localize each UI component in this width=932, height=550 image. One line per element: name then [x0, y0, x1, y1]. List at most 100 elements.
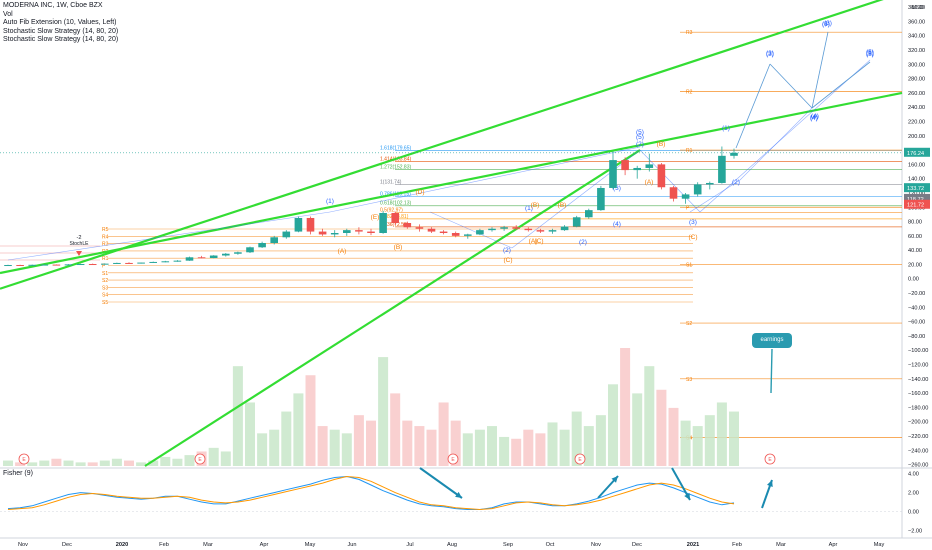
- fisher-tick-label: 0.00: [908, 509, 919, 515]
- x-tick-label: Apr: [260, 542, 269, 548]
- y-tick-label: −220.00: [908, 434, 928, 440]
- y-tick-label: −240.00: [908, 448, 928, 454]
- volume-bar: [124, 460, 134, 466]
- earnings-marker: [764, 453, 776, 465]
- volume-bar: [281, 411, 292, 466]
- volume-bar: [511, 438, 522, 466]
- legend-fib[interactable]: Auto Fib Extension (10, Values, Left): [3, 19, 117, 27]
- volume-bar: [257, 433, 268, 466]
- candle-body: [258, 243, 266, 248]
- fib-level-label: 1(131.74): [380, 180, 402, 186]
- legend-stoch-2[interactable]: Stochastic Slow Strategy (14, 80, 20): [3, 36, 119, 44]
- y-tick-label: 200.00: [908, 134, 925, 140]
- candle-body: [379, 212, 387, 233]
- volume-bar: [692, 426, 703, 466]
- candle-body: [706, 182, 714, 185]
- x-tick-label: Feb: [732, 542, 742, 548]
- candle-body: [681, 194, 690, 199]
- volume-bar: [474, 429, 485, 466]
- candle-body: [500, 227, 508, 229]
- fisher-arrow-head: [684, 493, 690, 500]
- volume-bar: [353, 415, 364, 466]
- wave-label-orange: (A): [529, 238, 538, 245]
- candle-body: [415, 227, 424, 229]
- candle-body: [294, 217, 303, 232]
- wave-label-blue: (3): [766, 50, 774, 57]
- candle-body: [149, 261, 157, 263]
- candle-body: [367, 231, 375, 233]
- wave-channel-line: [511, 149, 641, 249]
- wave-channel-line: [429, 211, 513, 249]
- candle-body: [330, 233, 339, 235]
- y-tick-label: 160.00: [908, 162, 925, 168]
- volume-bar: [293, 393, 304, 466]
- fisher-legend[interactable]: Fisher (9): [3, 470, 33, 477]
- wave-label-blue: (3): [689, 219, 697, 226]
- wave-label-blue: (4): [811, 113, 819, 120]
- volume-bar: [87, 462, 98, 466]
- y-tick-label: 80.00: [908, 220, 922, 226]
- candle-body: [476, 230, 484, 235]
- candle-body: [609, 160, 617, 188]
- volume-bars: [3, 348, 739, 466]
- candle-body: [173, 260, 182, 262]
- candle-body: [137, 262, 145, 264]
- y-tick-label: −260.00: [908, 463, 928, 469]
- volume-bar: [499, 436, 510, 466]
- legend-title[interactable]: MODERNA INC, 1W, Cboe BZX: [3, 2, 103, 9]
- volume-bar: [583, 426, 594, 466]
- volume-bar: [426, 429, 437, 466]
- fisher-tick-label: 4.00: [908, 472, 919, 478]
- volume-bar: [571, 411, 582, 466]
- candle-body: [548, 230, 557, 232]
- wave-label-orange: (B): [558, 202, 567, 209]
- wave-label-blue: (3): [766, 51, 774, 58]
- y-tick-label: 240.00: [908, 105, 925, 111]
- x-tick-label: Dec: [632, 542, 642, 548]
- candle-body: [52, 264, 61, 266]
- wave-channel-line: [7, 211, 331, 261]
- earnings-marker: [574, 453, 586, 465]
- left-pivot-label: R4: [102, 234, 109, 240]
- candle-body: [451, 233, 460, 236]
- legend-stoch-1[interactable]: Stochastic Slow Strategy (14, 80, 20): [3, 27, 119, 35]
- volume-bar: [620, 348, 631, 466]
- candle-body: [4, 265, 12, 267]
- candle-body: [76, 264, 85, 266]
- wave-channel-line: [639, 149, 701, 213]
- x-tick-label: May: [305, 542, 316, 548]
- legend-vol[interactable]: Vol: [3, 10, 13, 18]
- candle-body: [391, 212, 399, 223]
- y-tick-label: −20.00: [908, 291, 925, 297]
- candle-body: [306, 217, 315, 232]
- earnings-marker: [18, 453, 30, 465]
- volume-bar: [99, 460, 110, 466]
- y-tick-label: 340.00: [908, 34, 925, 40]
- stoch-le-count: -2: [77, 235, 82, 241]
- volume-bar: [111, 458, 122, 466]
- candle-body: [488, 228, 496, 231]
- fisher-series-line: [7, 475, 735, 510]
- earnings-marker-letter: E: [768, 457, 772, 463]
- y-tick-label: 320.00: [908, 48, 925, 54]
- candle-body: [234, 252, 242, 254]
- volume-bar: [63, 460, 74, 466]
- y-tick-label: 280.00: [908, 77, 925, 83]
- volume-bar: [75, 462, 86, 466]
- candle-body: [161, 261, 170, 263]
- y-tick-label: 60.00: [908, 234, 922, 240]
- fib-level-label: 0.618(102.13): [380, 201, 411, 207]
- candle-body: [657, 164, 666, 188]
- volume-bar: [450, 420, 461, 466]
- wave-label-blue: (2): [503, 247, 511, 254]
- wave-channel-line: [689, 179, 741, 213]
- pivot-level-label: R3: [686, 30, 693, 36]
- trendline-steep: [144, 149, 641, 467]
- earnings-marker-letter: E: [578, 457, 582, 463]
- volume-bar: [51, 458, 62, 466]
- left-pivot-label: S2: [102, 278, 108, 284]
- pivot-level-label: R2: [686, 89, 693, 95]
- x-tick-label: Apr: [829, 542, 838, 548]
- candle-body: [585, 210, 593, 218]
